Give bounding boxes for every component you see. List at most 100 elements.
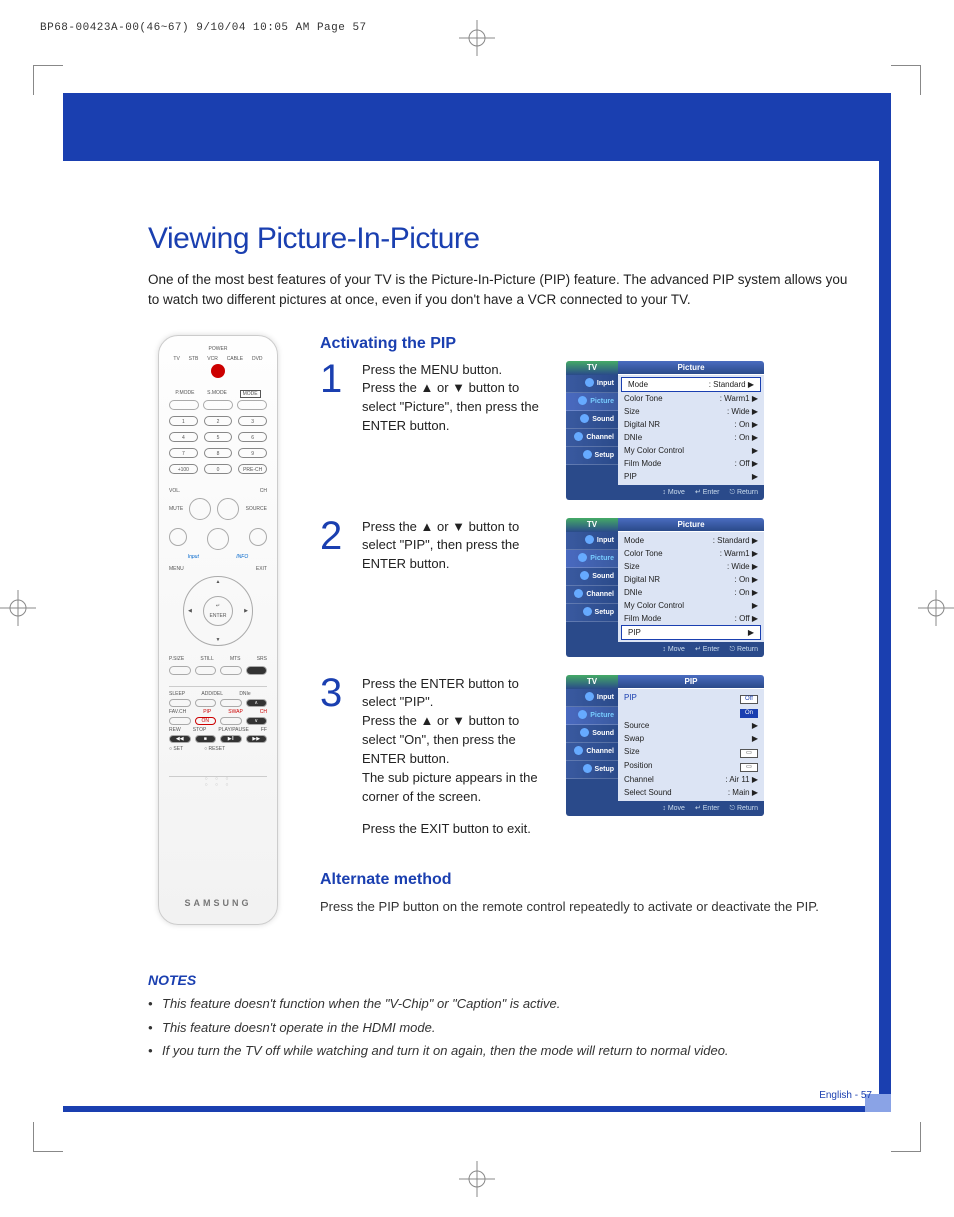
osd-footer: ↕ Move↵ Enter⎋ Return	[566, 485, 764, 500]
remote-label: MUTE	[169, 506, 183, 512]
osd-tab: Sound	[566, 411, 618, 429]
osd-title: Picture	[618, 361, 764, 375]
remote-label: STOP	[193, 727, 207, 733]
remote-label: VOL.	[169, 488, 180, 494]
notes-list: This feature doesn't function when the "…	[148, 994, 858, 1061]
section-title-alternate: Alternate method	[320, 871, 858, 889]
remote-label: SOURCE	[246, 506, 267, 512]
osd-item: Film Mode: Off ▶	[618, 612, 764, 625]
remote-label: PLAY/PAUSE	[218, 727, 248, 733]
remote-label: INFO	[236, 554, 248, 560]
remote-label: EXIT	[256, 566, 267, 572]
note-item: This feature doesn't operate in the HDMI…	[148, 1018, 858, 1038]
remote-btn	[237, 400, 267, 410]
osd-item: Digital NR: On ▶	[618, 573, 764, 586]
crop-mark	[33, 65, 63, 95]
power-button-icon	[211, 364, 225, 378]
section-title-activating: Activating the PIP	[320, 335, 858, 353]
notes-title: NOTES	[148, 972, 858, 988]
samsung-logo: SAMSUNG	[159, 898, 277, 908]
osd-tab: Setup	[566, 761, 618, 779]
osd-item: PIP ▶	[618, 470, 764, 483]
intro-paragraph: One of the most best features of your TV…	[148, 270, 858, 311]
osd-item: Color Tone: Warm1 ▶	[618, 392, 764, 405]
osd-item: Channel: Air 11 ▶	[618, 773, 764, 786]
remote-label: P.SIZE	[169, 656, 184, 662]
osd-item: Digital NR: On ▶	[618, 418, 764, 431]
remote-label: CH	[260, 709, 267, 715]
remote-label: SET	[173, 746, 183, 752]
osd-item: On	[618, 705, 764, 719]
remote-label: FF	[261, 727, 267, 733]
remote-control-illustration: POWER TV STB VCR CABLE DVD P.MODE S.MODE…	[158, 335, 278, 925]
osd-item: Size: Wide ▶	[618, 560, 764, 573]
remote-btn	[203, 400, 233, 410]
remote-label: PIP	[203, 709, 211, 715]
osd-tab: Sound	[566, 725, 618, 743]
page-title: Viewing Picture-In-Picture	[148, 222, 858, 256]
remote-label: DNIe	[239, 691, 250, 697]
step-text: Press the ▲ or ▼ button to select "PIP",…	[362, 518, 552, 575]
remote-label: SLEEP	[169, 691, 185, 697]
osd-item: PIP ▶	[621, 625, 761, 640]
osd-tab: Picture	[566, 393, 618, 411]
registration-mark	[918, 590, 954, 626]
remote-label: TV	[173, 356, 179, 362]
osd-tab: Picture	[566, 550, 618, 568]
osd-item: Select Sound: Main ▶	[618, 786, 764, 799]
osd-tab: Sound	[566, 568, 618, 586]
remote-label: S.MODE	[207, 390, 227, 398]
osd-tab: Picture	[566, 707, 618, 725]
remote-label: Input	[188, 554, 199, 560]
remote-label: SWAP	[228, 709, 243, 715]
osd-tv-label: TV	[566, 361, 618, 375]
remote-label: ADD/DEL	[201, 691, 223, 697]
remote-label: VCR	[207, 356, 218, 362]
step-text: Press the ENTER button to select "PIP".P…	[362, 675, 552, 840]
osd-item: My Color Control ▶	[618, 444, 764, 457]
page-number: English - 57	[819, 1090, 872, 1101]
page-frame	[63, 1106, 891, 1112]
remote-label: MTS	[230, 656, 241, 662]
osd-item: My Color Control ▶	[618, 599, 764, 612]
remote-label: SRS	[257, 656, 267, 662]
crop-mark	[891, 65, 921, 95]
osd-item: Swap ▶	[618, 732, 764, 745]
osd-item: Film Mode: Off ▶	[618, 457, 764, 470]
remote-label: CABLE	[227, 356, 243, 362]
remote-label: STILL	[200, 656, 213, 662]
osd-item: DNIe: On ▶	[618, 586, 764, 599]
print-header: BP68-00423A-00(46~67) 9/10/04 10:05 AM P…	[40, 22, 367, 34]
osd-tab: Channel	[566, 429, 618, 447]
osd-item: Position▭	[618, 759, 764, 773]
osd-tv-label: TV	[566, 518, 618, 532]
page-frame	[63, 93, 891, 161]
remote-btn	[169, 400, 199, 410]
osd-panel: TVPictureInputPictureSoundChannelSetupMo…	[566, 361, 764, 500]
remote-label: RESET	[208, 746, 225, 752]
nav-ring: ↵ENTER ▲ ▼ ◀ ▶	[183, 576, 253, 646]
crop-mark	[891, 1122, 921, 1152]
step-row: 3 Press the ENTER button to select "PIP".…	[320, 675, 858, 840]
registration-mark	[0, 590, 36, 626]
remote-btn	[207, 528, 229, 550]
osd-item: PIPOff	[618, 691, 764, 705]
osd-title: Picture	[618, 518, 764, 532]
note-item: If you turn the TV off while watching an…	[148, 1041, 858, 1061]
step-number: 1	[320, 361, 348, 397]
registration-mark	[459, 20, 495, 56]
enter-button: ↵ENTER	[203, 596, 233, 626]
alternate-text: Press the PIP button on the remote contr…	[320, 897, 858, 917]
osd-title: PIP	[618, 675, 764, 689]
remote-label: POWER	[209, 346, 228, 352]
crop-mark	[33, 1122, 63, 1152]
remote-btn	[217, 498, 239, 520]
osd-tab: Setup	[566, 447, 618, 465]
step-number: 3	[320, 675, 348, 711]
step-row: 1 Press the MENU button.Press the ▲ or ▼ …	[320, 361, 858, 500]
step-text: Press the MENU button.Press the ▲ or ▼ b…	[362, 361, 552, 436]
osd-tv-label: TV	[566, 675, 618, 689]
osd-item: Size: Wide ▶	[618, 405, 764, 418]
osd-tab: Channel	[566, 743, 618, 761]
remote-label: MENU	[169, 566, 184, 572]
